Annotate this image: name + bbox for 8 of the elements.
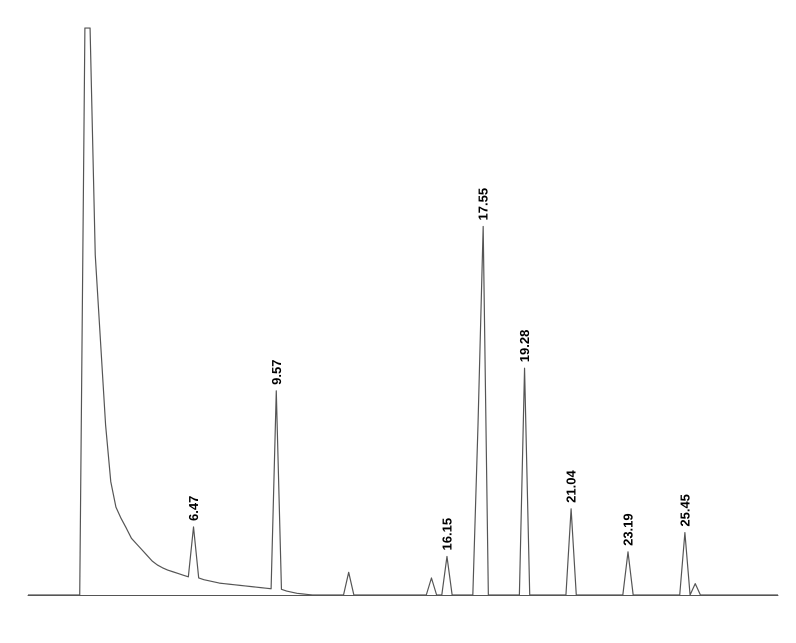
annotation: 16.15 [439,518,454,550]
annotation: 9.57 [268,360,284,385]
annotation: 6.47 [186,496,202,521]
annotation: 23.19 [620,513,636,546]
annotation: 19.28 [517,330,532,362]
annotation: 21.04 [564,470,579,503]
annotation: 17.55 [476,188,491,220]
annotation: 25.45 [677,494,692,527]
